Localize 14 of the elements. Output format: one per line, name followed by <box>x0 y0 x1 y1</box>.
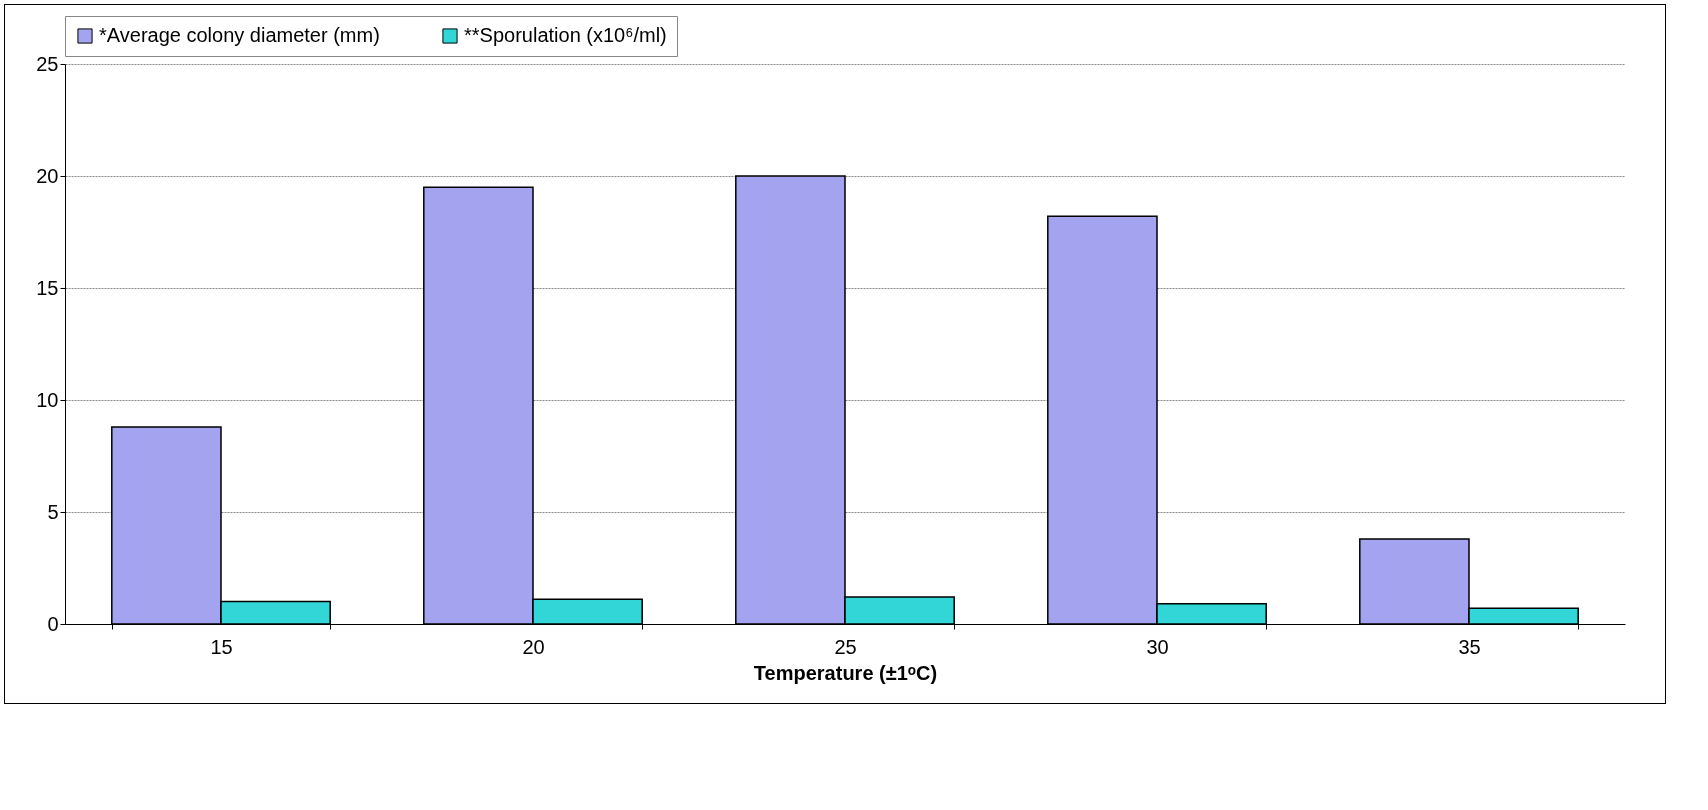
x-tick-label: 35 <box>1458 635 1481 658</box>
x-tick-label: 15 <box>210 635 233 658</box>
y-tick-label: 0 <box>47 612 59 635</box>
x-tick-label: 20 <box>522 635 545 658</box>
legend-label: **Sporulation (x10⁶/ml) <box>464 24 667 46</box>
y-tick-label: 25 <box>36 52 59 75</box>
y-tick-label: 15 <box>36 276 59 299</box>
x-tick-label: 25 <box>834 635 857 658</box>
x-tick-label: 30 <box>1146 635 1169 658</box>
y-tick-label: 20 <box>36 164 59 187</box>
legend-label: *Average colony diameter (mm) <box>99 24 380 46</box>
y-tick-label: 5 <box>47 500 59 523</box>
y-tick-label: 10 <box>36 388 59 411</box>
x-axis-title: Temperature (±1ᵒC) <box>753 661 938 684</box>
